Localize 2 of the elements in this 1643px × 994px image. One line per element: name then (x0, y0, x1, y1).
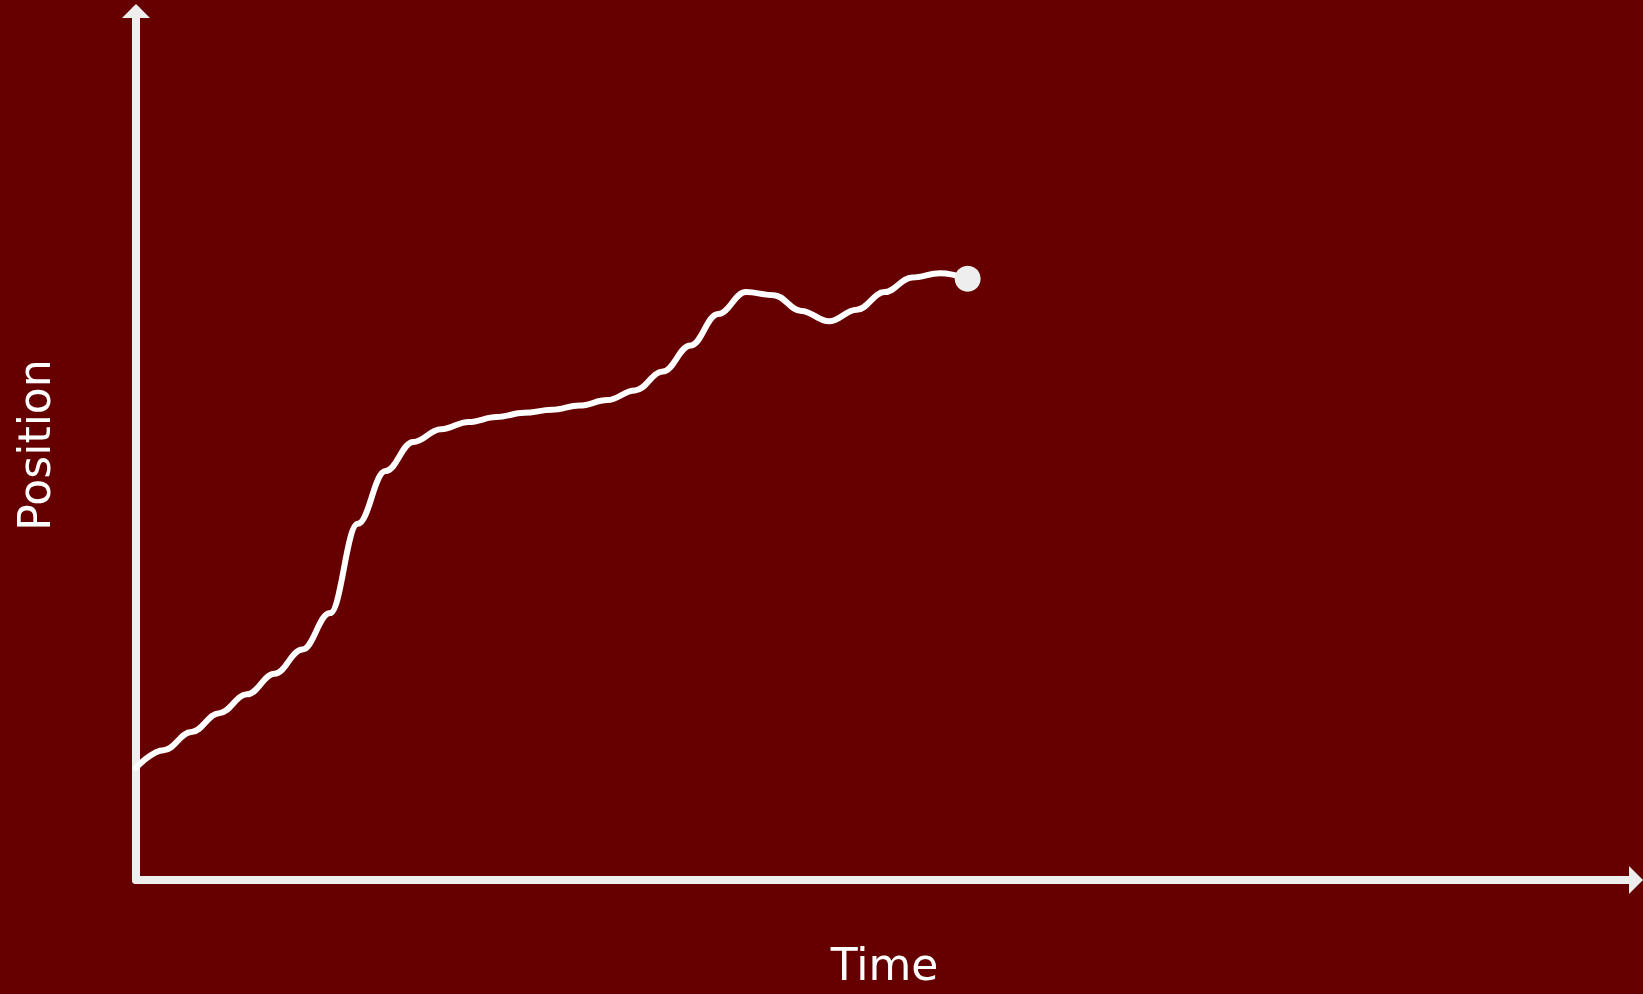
y-axis-title: Position (8, 359, 60, 531)
x-axis-title: Time (829, 938, 939, 990)
